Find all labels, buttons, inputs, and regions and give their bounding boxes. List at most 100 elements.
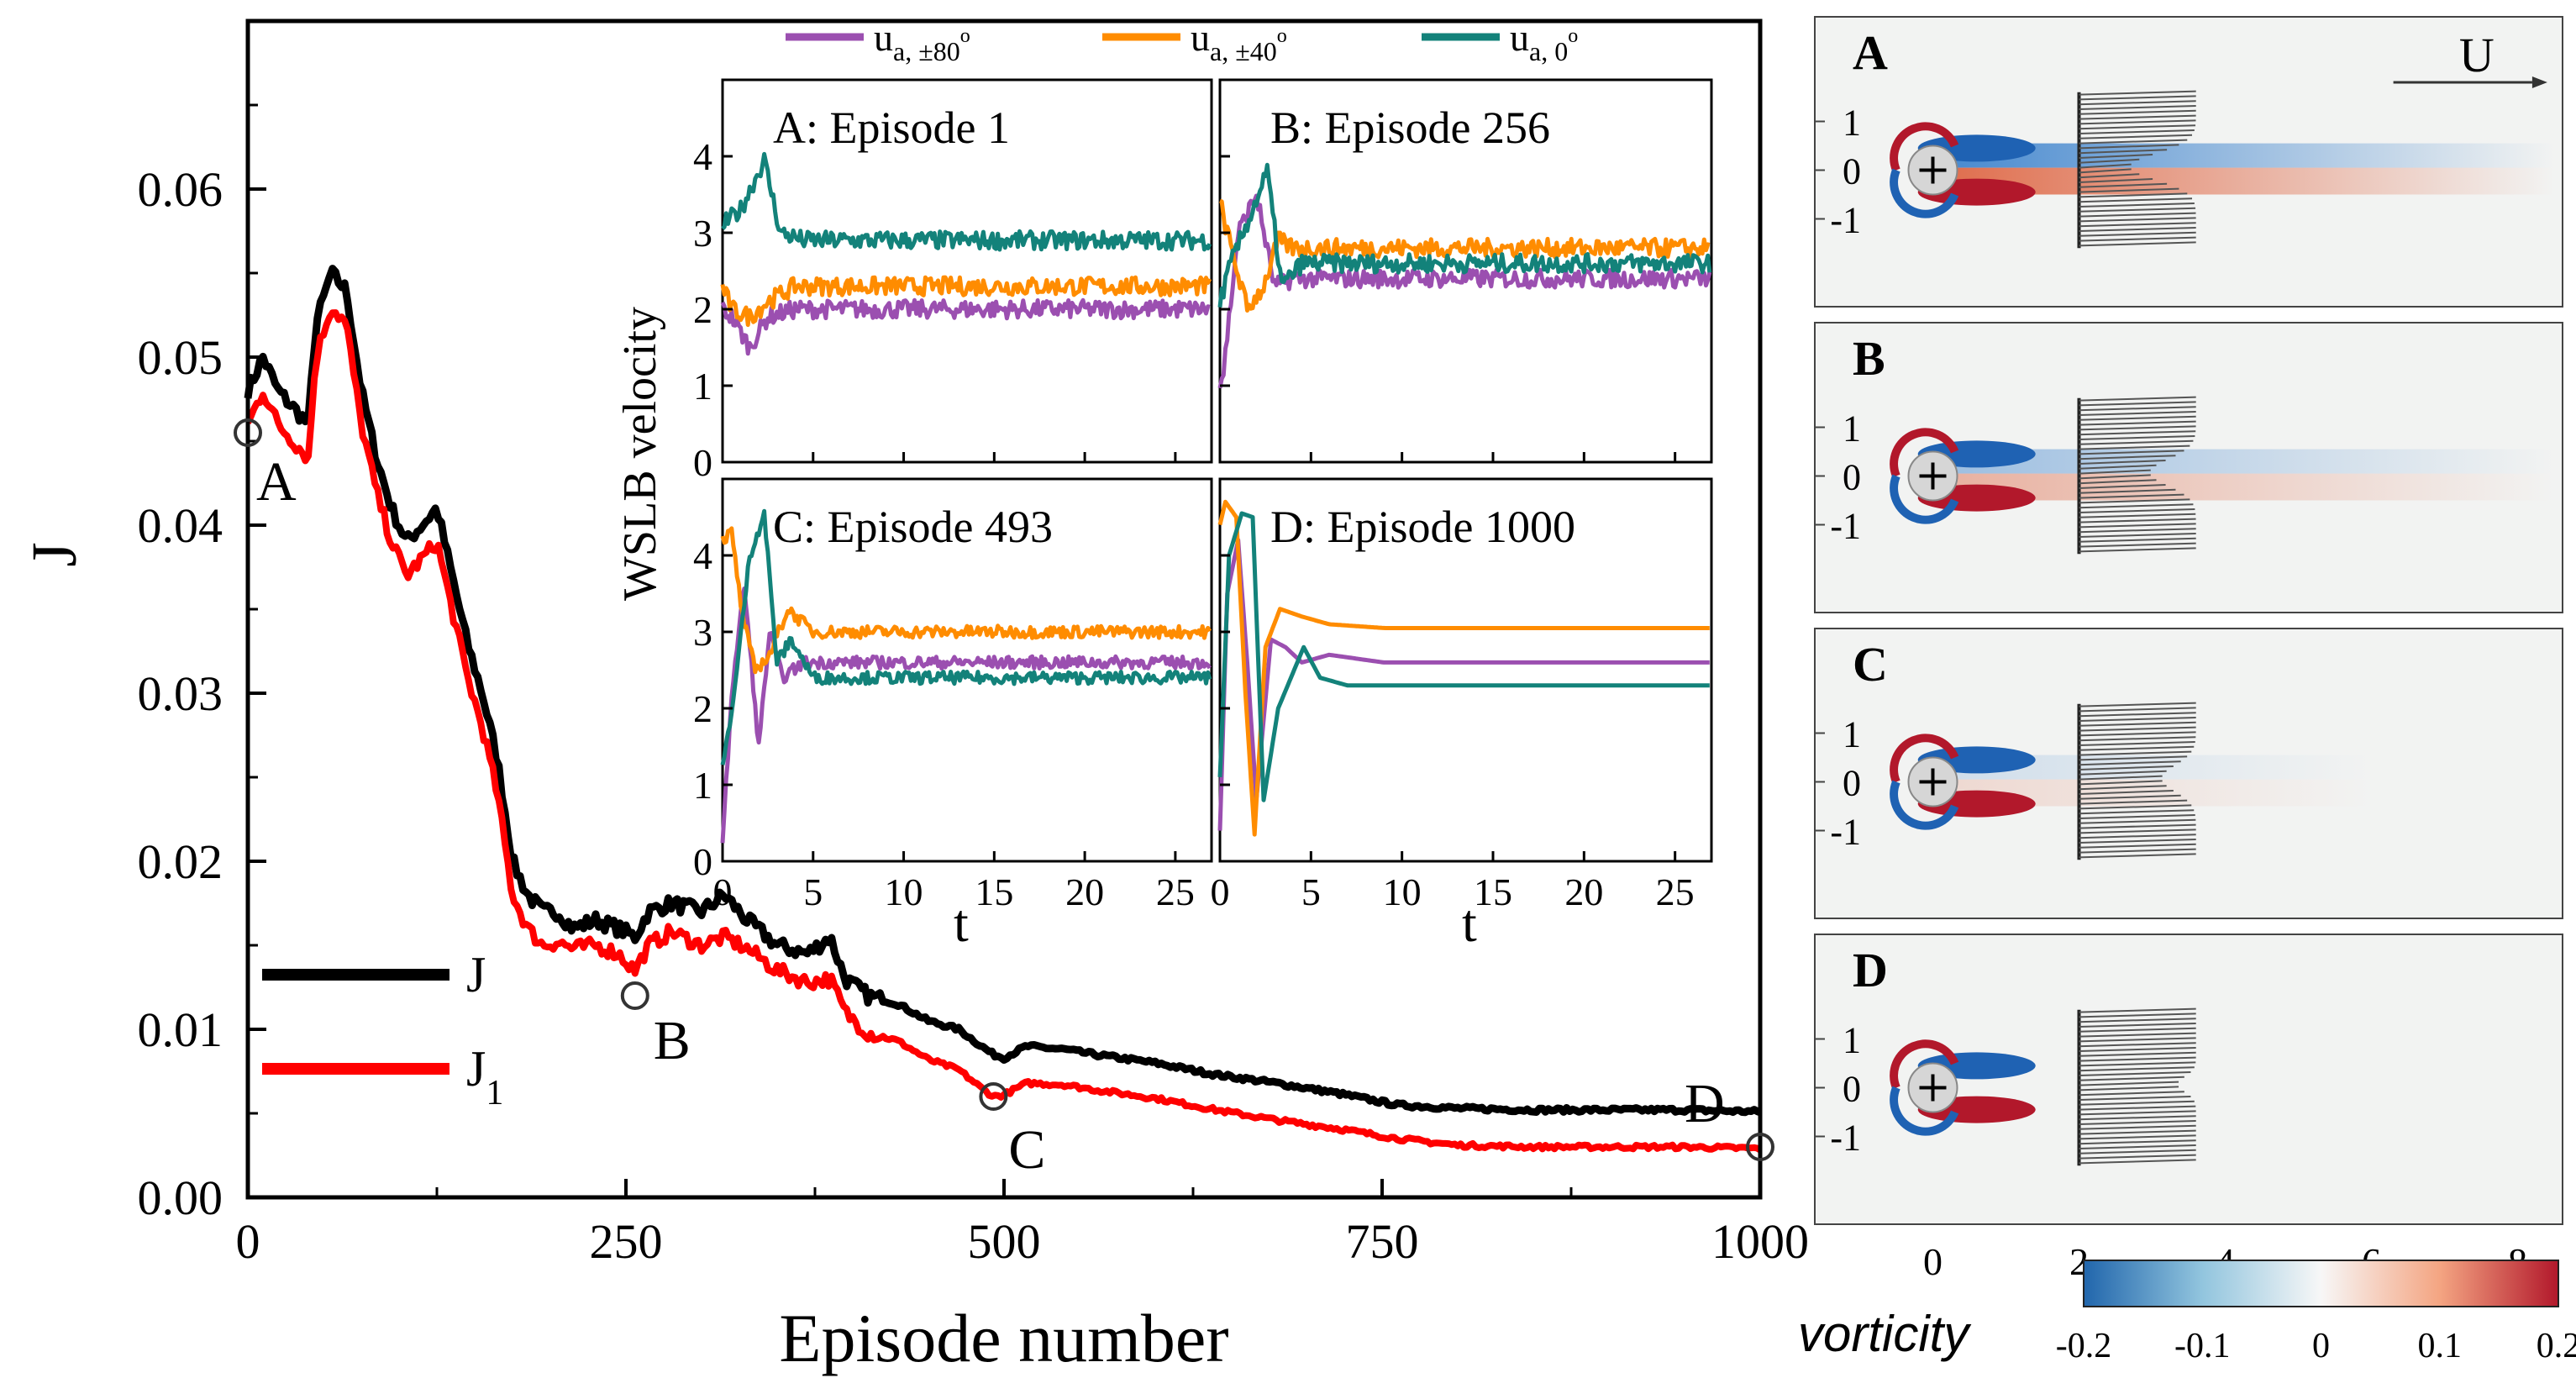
profile-vector <box>2079 1134 2196 1140</box>
profile-vector <box>2079 435 2195 440</box>
inset-series-u80 <box>1217 193 1712 389</box>
profile-vector <box>2079 765 2174 771</box>
series-line-J1 <box>244 309 1763 1154</box>
profile-vector <box>2079 712 2196 718</box>
inset-panel-4: 0 5 10 15 20 25 D: Episode 1000 <box>1211 477 1713 913</box>
profile-vector <box>2079 149 2168 155</box>
profile-vector <box>2079 775 2163 781</box>
profile-vector <box>2079 736 2196 742</box>
profile-vector <box>2079 1012 2196 1018</box>
profile-vector <box>2079 702 2196 707</box>
profile-vector <box>2079 178 2153 183</box>
profile-vector <box>2079 1023 2196 1028</box>
wake-negative <box>1954 449 2554 474</box>
profile-vector <box>2079 455 2176 460</box>
boundary-layer-bottom <box>1890 1086 1959 1136</box>
inset-series-u80 <box>1217 538 1711 831</box>
profile-vector <box>2079 1051 2196 1057</box>
profile-vector <box>2079 1071 2191 1076</box>
inset-x-tick-label: 10 <box>885 870 923 913</box>
profile-vector <box>2079 1037 2196 1043</box>
legend-label-u80: ua, ±80o <box>874 16 970 66</box>
vorticity-y-tick-label: 0 <box>1843 1069 1861 1110</box>
marker-label-C: C <box>1008 1119 1045 1181</box>
main-legend: J J1 <box>262 947 503 1112</box>
profile-vector <box>2079 95 2196 101</box>
inset-x-tick-label: 5 <box>803 870 823 913</box>
profile-vector <box>2079 1066 2195 1072</box>
profile-vector <box>2079 1032 2196 1038</box>
x-tick-label: 0 <box>236 1214 260 1269</box>
profile-vector <box>2079 741 2195 746</box>
profile-vector <box>2079 231 2196 237</box>
profile-vector <box>2079 197 2193 203</box>
profile-vector <box>2079 182 2168 188</box>
marker-label-A: A <box>256 451 297 513</box>
inset-y-tick-label: 4 <box>693 534 712 577</box>
colorbar-tick-label: 0.2 <box>2537 1327 2576 1365</box>
legend-label-u0-sub: a, 0 <box>1529 36 1568 66</box>
profile-vector <box>2079 518 2196 523</box>
vorticity-y-tick-label: 1 <box>1843 103 1861 144</box>
inset-series-u40 <box>720 526 1212 675</box>
inset-series-u0 <box>721 151 1212 252</box>
profile-vector <box>2079 707 2196 713</box>
profile-vector <box>2079 129 2195 134</box>
profile-vector <box>2079 1027 2196 1033</box>
vorticity-panel-label: C <box>1853 637 1888 692</box>
vorticity-y-tick-label: 0 <box>1843 457 1861 498</box>
profile-vector <box>2079 469 2151 475</box>
inset-x-tick-label: 5 <box>1301 870 1321 913</box>
profile-vector <box>2079 192 2188 198</box>
profile-vector <box>2079 790 2174 795</box>
profile-vector <box>2079 420 2196 426</box>
inset-panel-2: B: Episode 256 <box>1217 78 1713 464</box>
profile-vector <box>2079 227 2196 232</box>
inset-panel-3: 0 1 2 3 4 0 5 10 15 20 25 C: Episode 493 <box>693 477 1213 913</box>
vorticity-y-tick-label: -1 <box>1830 1118 1861 1159</box>
colorbar-tick-label: -0.2 <box>2056 1327 2112 1365</box>
marker-A <box>234 418 262 447</box>
inset-frame <box>721 78 1213 464</box>
profile-vector <box>2079 207 2196 213</box>
inset-series-u0 <box>1217 162 1712 308</box>
boundary-layer-top <box>1890 122 1959 172</box>
profile-vector <box>2079 134 2193 139</box>
profile-vector <box>2079 848 2196 854</box>
profile-vector <box>2079 1105 2196 1111</box>
profile-vector <box>2079 1018 2196 1023</box>
profile-vector <box>2079 1086 2179 1091</box>
inset-x-tick-label: 0 <box>1211 870 1230 913</box>
profile-vector <box>2079 537 2196 543</box>
vorticity-y-tick-label: -1 <box>1830 812 1861 853</box>
profile-vector <box>2079 770 2167 776</box>
profile-vector <box>2079 1159 2196 1165</box>
inset-series-u40 <box>1219 198 1711 313</box>
profile-vector <box>2079 1056 2196 1062</box>
inset-title: A: Episode 1 <box>773 103 1010 153</box>
wake-positive <box>1954 167 2554 195</box>
x-tick-label: 250 <box>590 1214 663 1269</box>
profile-vector <box>2079 731 2196 737</box>
legend-label-u0: ua, 0o <box>1510 16 1578 66</box>
boundary-layer-top <box>1890 734 1959 784</box>
profile-vector <box>2079 1154 2196 1160</box>
inset-title: C: Episode 493 <box>773 502 1053 552</box>
vorticity-x-tick-label: 0 <box>1923 1240 1943 1283</box>
profile-vector <box>2079 828 2196 834</box>
profile-vector <box>2079 1120 2196 1125</box>
colorbar-tick-label: 0 <box>2312 1327 2330 1365</box>
marker-label-B: B <box>654 1010 691 1071</box>
inset-charts: 0 1 2 3 4 A: Episode 1 B: Episode 256 0 1 2 3 4 0 5 10… <box>693 78 1713 913</box>
profile-vector <box>2079 109 2196 115</box>
vorticity-y-tick-label: -1 <box>1830 506 1861 547</box>
legend-label-u40-sup: o <box>1277 25 1287 47</box>
inset-title: B: Episode 256 <box>1270 103 1550 153</box>
inset-y-tick-label: 1 <box>693 365 712 408</box>
profile-vector <box>2079 508 2195 513</box>
profile-vector <box>2079 396 2196 402</box>
legend-label-J: J <box>466 947 486 1002</box>
legend-label-u40-sub: a, ±40 <box>1210 36 1277 66</box>
legend-label-u0-sup: o <box>1568 25 1578 47</box>
